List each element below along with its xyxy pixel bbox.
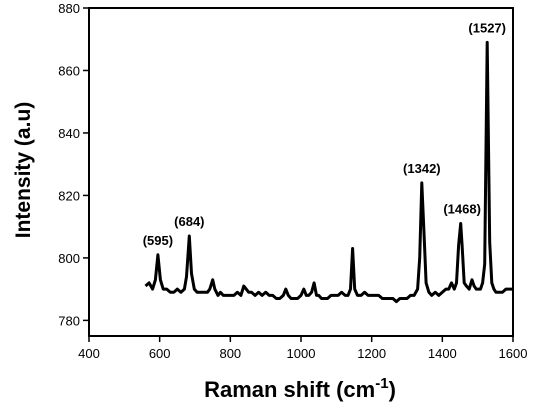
x-tick-label: 1600 [499,346,528,361]
x-tick-label: 600 [149,346,171,361]
peak-label: (1342) [403,161,441,176]
x-tick-label: 800 [219,346,241,361]
x-tick-label: 1200 [357,346,386,361]
y-tick-label: 860 [58,63,80,78]
x-axis-title-superscript: -1 [375,375,388,392]
peak-annotations: (595)(684) (1342) (1468) (1527) [143,20,506,247]
x-tick-label: 1000 [287,346,316,361]
y-axis-title: Intensity (a.u) [12,102,35,239]
peak-label: (1527) [468,20,506,35]
y-tick-label: 820 [58,188,80,203]
peak-label: (595) [143,233,173,248]
x-tick-label: 1400 [428,346,457,361]
peak-label: (1468) [443,202,481,217]
x-axis-title: Raman shift (cm-1) [204,375,396,402]
peak-label: (684) [174,214,204,229]
x-axis-title-main: Raman shift (cm [204,377,375,402]
y-tick-label: 800 [58,251,80,266]
y-axis-ticks: 780 800 820 840 860 880 [58,1,89,328]
y-tick-label: 780 [58,313,80,328]
x-tick-label: 400 [78,346,100,361]
spectrum-line [144,40,513,304]
x-axis-title-close: ) [389,377,396,402]
x-axis-ticks: 400 600 800 1000 1200 1400 1600 [78,336,527,361]
y-tick-label: 840 [58,126,80,141]
y-tick-label: 880 [58,1,80,16]
